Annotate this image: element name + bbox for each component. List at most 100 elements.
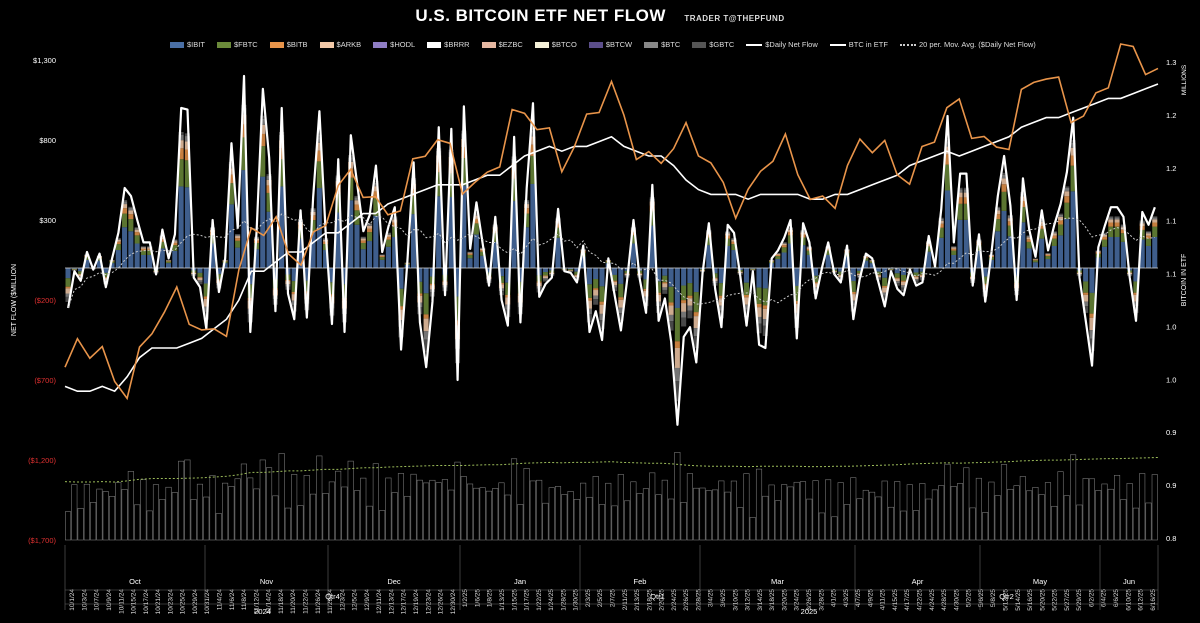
flow-bar-segment [662, 283, 668, 288]
date-tick-label: 10/9/24 [106, 589, 113, 611]
flow-bar-segment [850, 300, 856, 305]
legend-swatch [746, 43, 763, 46]
flow-bar-segment [1120, 233, 1126, 242]
flow-bar-segment [367, 228, 373, 233]
date-tick-label: 3/24/25 [794, 589, 801, 611]
date-tick-label: 12/9/24 [364, 589, 371, 611]
flow-bar-segment [1108, 226, 1114, 237]
flow-bar-segment [618, 283, 624, 298]
flow-bar-segment [316, 142, 322, 151]
flow-bar-segment [473, 213, 479, 216]
flow-bar-segment [1064, 196, 1070, 203]
date-tick-label: 5/2/25 [966, 589, 973, 607]
flow-bar-segment [1064, 219, 1070, 268]
flow-bar-segment [806, 254, 812, 268]
moving-average-line [67, 213, 1155, 309]
flow-bar-segment [900, 281, 907, 286]
date-tick-label: 5/6/25 [978, 589, 985, 607]
flow-bar-segment [65, 293, 71, 297]
volume-bar [712, 489, 719, 541]
flow-bar-segment [882, 292, 888, 296]
flow-bar-segment [1039, 220, 1045, 222]
flow-bar-segment [1108, 236, 1114, 268]
flow-bar-segment [115, 239, 121, 242]
flow-bar-segment [260, 118, 266, 125]
flow-bar-segment [486, 272, 492, 277]
flow-bar-segment [913, 279, 919, 281]
flow-bar-segment [178, 159, 184, 187]
flow-bar-segment [756, 316, 762, 324]
flow-bar-segment [1101, 239, 1108, 247]
volume-bar [473, 487, 480, 541]
date-tick-label: 3/20/25 [781, 589, 788, 611]
volume-bar [825, 479, 832, 541]
flow-bar-segment [454, 320, 461, 326]
flow-bar-segment [1026, 241, 1032, 249]
date-tick-label: 10/11/24 [118, 589, 125, 614]
date-tick-label: 1/17/25 [524, 589, 531, 611]
flow-bar-segment [775, 253, 781, 255]
flow-bar-segment [241, 137, 247, 171]
flow-bar-segment [599, 313, 605, 321]
month-label: Nov [260, 577, 274, 586]
flow-bar-segment [398, 288, 404, 307]
volume-bar [391, 492, 398, 541]
flow-bar-segment [750, 268, 756, 270]
flow-bar-segment [115, 244, 121, 251]
flow-bar-segment [498, 268, 505, 277]
flow-bar-segment [743, 304, 749, 310]
right-tick-label: 0.9 [1166, 481, 1176, 490]
flow-bar-segment [1120, 229, 1126, 234]
flow-bar-segment [800, 245, 806, 268]
flow-bar-segment [373, 191, 379, 199]
volume-bar [1013, 485, 1020, 541]
volume-bar [567, 491, 574, 541]
flow-bar-segment [78, 271, 84, 274]
volume-bar [1076, 504, 1083, 541]
volume-bar [887, 506, 894, 541]
flow-bar-segment [473, 234, 479, 268]
volume-bar [573, 499, 580, 541]
flow-bar-segment [957, 189, 963, 193]
flow-bar-segment [1007, 221, 1013, 226]
flow-bar-segment [825, 247, 831, 249]
flow-bar-segment [693, 292, 699, 313]
volume-bar [548, 487, 555, 541]
legend-label: $IBIT [187, 40, 205, 49]
flow-bar-segment [681, 303, 687, 312]
flow-bar-segment [128, 214, 134, 220]
flow-bar-segment [1133, 281, 1139, 293]
right-tick-label: 1.2 [1166, 164, 1176, 173]
flow-bar-segment [668, 314, 674, 322]
month-label: Jun [1123, 577, 1135, 586]
flow-bar-segment [1051, 235, 1057, 239]
flow-bar-segment [963, 192, 969, 198]
flow-bar-segment [593, 290, 599, 296]
flow-bar-segment [775, 256, 781, 260]
flow-bar-segment [1064, 191, 1070, 197]
volume-bar [592, 476, 599, 541]
volume-bar [900, 510, 907, 541]
flow-bar-segment [410, 189, 417, 197]
flow-bar-segment [128, 219, 134, 232]
flow-bar-segment [1032, 259, 1038, 261]
flow-bar-segment [850, 291, 856, 295]
flow-bar-segment [674, 307, 680, 342]
flow-bar-segment [354, 200, 360, 205]
left-tick-label: ($1,700) [28, 536, 56, 545]
legend-label: 20 per. Mov. Avg. ($Daily Net Flow) [918, 40, 1036, 49]
volume-bar [178, 460, 185, 541]
flow-bar-segment [756, 287, 762, 304]
flow-bar-segment [524, 213, 530, 228]
flow-bar-segment [932, 267, 938, 268]
flow-bar-segment [1089, 330, 1095, 339]
flow-bar-segment [850, 281, 856, 292]
volume-bar [96, 488, 103, 541]
date-tick-label: 5/14/25 [1015, 589, 1022, 611]
flow-bar-segment [586, 297, 592, 301]
flow-bar-segment [693, 268, 699, 293]
flow-bar-segment [913, 280, 919, 283]
flow-bar-segment [869, 263, 875, 268]
flow-bar-segment [838, 271, 844, 275]
volume-bar [504, 494, 511, 541]
